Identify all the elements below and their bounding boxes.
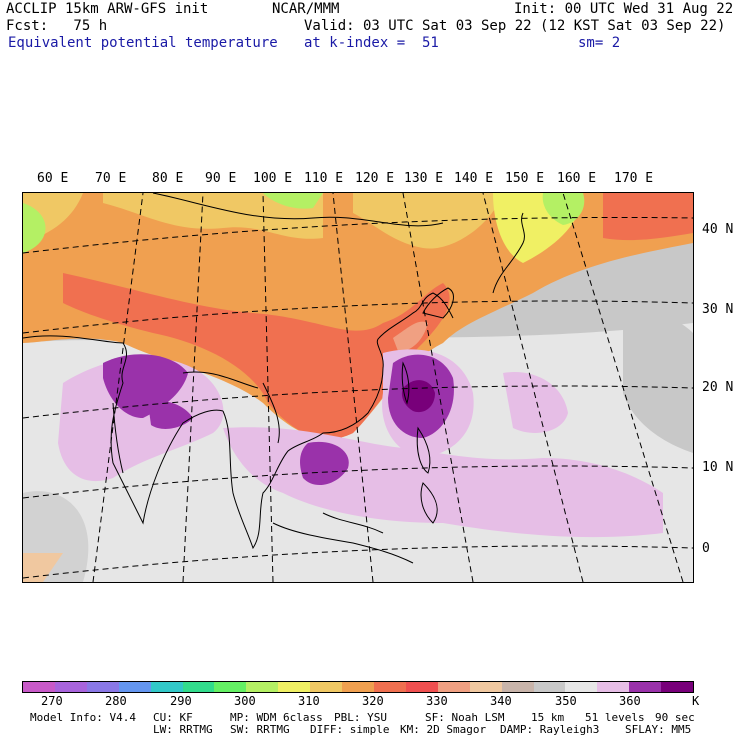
lon-label: 60 E — [37, 171, 69, 186]
colorbar-swatch — [469, 682, 502, 692]
colorbar-tick-label: 320 — [362, 694, 384, 708]
colorbar-swatch — [310, 682, 343, 692]
lat-label: 40 N — [702, 222, 734, 237]
footer-timestep: 90 sec — [655, 711, 695, 724]
footer-cu: CU: KF — [153, 711, 193, 724]
colorbar-tick-label: 340 — [490, 694, 512, 708]
footer-km: KM: 2D Smagor — [400, 723, 487, 736]
lon-label: 160 E — [557, 171, 597, 186]
lon-label: 140 E — [454, 171, 494, 186]
lat-label: 10 N — [702, 460, 734, 475]
colorbar-swatch — [533, 682, 566, 692]
colorbar-swatch — [150, 682, 183, 692]
colorbar-tick-label: 270 — [41, 694, 63, 708]
footer-resolution: 15 km — [531, 711, 565, 724]
high-theta-e-layer — [58, 349, 663, 538]
colorbar-swatch — [501, 682, 534, 692]
model-title: ACCLIP 15km ARW-GFS init — [6, 1, 209, 17]
colorbar-swatch — [629, 682, 662, 692]
colorbar-swatch — [342, 682, 374, 692]
footer-levels: 51 levels — [585, 711, 645, 724]
colorbar-tick-label: 290 — [170, 694, 192, 708]
institution-label: NCAR/MMM — [272, 1, 340, 17]
graticule — [23, 193, 693, 582]
footer-sw: SW: RRTMG — [230, 723, 290, 736]
colorbar-swatch — [246, 682, 279, 692]
lon-label: 170 E — [614, 171, 654, 186]
lon-label: 70 E — [95, 171, 127, 186]
colorbar-swatch — [565, 682, 598, 692]
smoothing-label: sm= 2 — [578, 35, 621, 51]
lon-label: 120 E — [355, 171, 395, 186]
map-panel — [22, 192, 694, 583]
coastlines — [23, 193, 525, 564]
colorbar-swatch — [437, 682, 470, 692]
colorbar-swatch — [182, 682, 215, 692]
colorbar-swatch — [86, 682, 119, 692]
footer-mp: MP: WDM 6class — [230, 711, 323, 724]
colorbar-tick-label: 310 — [298, 694, 320, 708]
forecast-hour: Fcst: 75 h — [6, 18, 108, 34]
k-index-label: at k-index = 51 — [304, 35, 439, 51]
lon-label: 100 E — [253, 171, 293, 186]
footer-sf: SF: Noah LSM — [425, 711, 505, 724]
colorbar-swatch — [118, 682, 151, 692]
lat-label: 0 — [702, 541, 710, 556]
lon-label: 90 E — [205, 171, 237, 186]
colorbar-swatch — [23, 682, 55, 692]
footer-damp: DAMP: Rayleigh3 — [500, 723, 600, 736]
footer-sflay: SFLAY: MM5 — [625, 723, 692, 736]
continental-layer — [23, 193, 693, 439]
colorbar-tick-label: 300 — [234, 694, 256, 708]
colorbar-tick-label: 350 — [555, 694, 577, 708]
colorbar-swatch — [373, 682, 406, 692]
field-name: Equivalent potential temperature — [8, 35, 278, 51]
colorbar-tick-label: 330 — [426, 694, 448, 708]
colorbar-tick-label: 360 — [619, 694, 641, 708]
colorbar-swatch — [214, 682, 247, 692]
lon-label: 80 E — [152, 171, 184, 186]
footer-lw: LW: RRTMG — [153, 723, 213, 736]
lat-label: 30 N — [702, 302, 734, 317]
color-scale-bar — [22, 681, 694, 693]
colorbar-swatch — [597, 682, 630, 692]
lon-label: 150 E — [505, 171, 545, 186]
init-time: Init: 00 UTC Wed 31 Aug 22 — [514, 1, 734, 17]
footer-model-info: Model Info: V4.4 — [30, 711, 136, 724]
theta-e-field-map — [23, 193, 693, 582]
colorbar-swatch — [54, 682, 87, 692]
footer-pbl: PBL: YSU — [334, 711, 387, 724]
colorbar-unit: K — [692, 694, 700, 708]
colorbar-tick-label: 280 — [105, 694, 127, 708]
valid-time: Valid: 03 UTC Sat 03 Sep 22 (12 KST Sat … — [304, 18, 726, 34]
lat-label: 20 N — [702, 380, 734, 395]
colorbar-swatch — [278, 682, 311, 692]
lon-label: 110 E — [304, 171, 344, 186]
colorbar-swatch — [661, 682, 694, 692]
colorbar-swatch — [405, 682, 438, 692]
lon-label: 130 E — [404, 171, 444, 186]
footer-diff: DIFF: simple — [310, 723, 390, 736]
